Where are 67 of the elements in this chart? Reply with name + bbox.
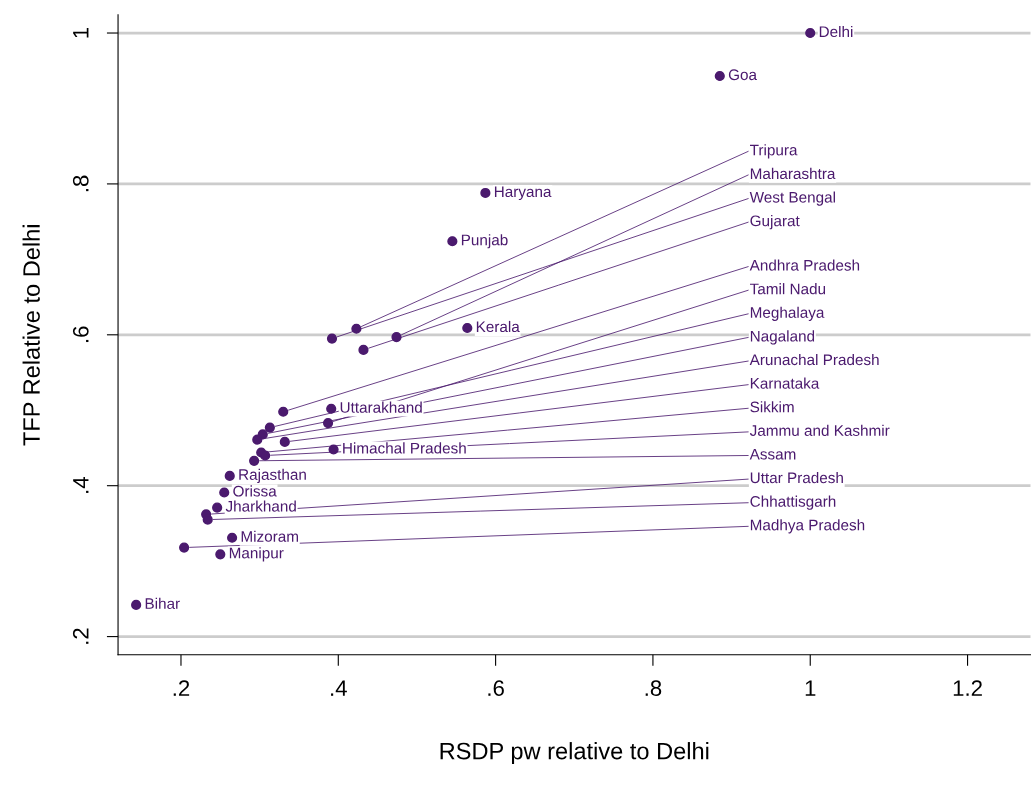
point bbox=[215, 549, 226, 560]
annotation: Orissa bbox=[233, 485, 277, 497]
y-tick-label: .2 bbox=[72, 628, 89, 644]
point bbox=[714, 70, 725, 82]
annotation: Himachal Pradesh bbox=[343, 442, 466, 454]
x-tick-label: .2 bbox=[173, 680, 190, 696]
annotation: Arunachal Pradesh bbox=[749, 353, 879, 366]
point bbox=[212, 502, 223, 513]
annotation: Manipur bbox=[229, 547, 284, 562]
x-axis-title: RSDP pw relative to Delhi bbox=[440, 742, 709, 765]
point bbox=[260, 450, 271, 461]
point bbox=[326, 333, 338, 344]
y-axis-title: TFP Relative to Delhi bbox=[22, 225, 40, 446]
annotation: Rajasthan bbox=[239, 468, 306, 484]
annotation: Assam bbox=[749, 448, 796, 460]
x-tick-label: 1.2 bbox=[953, 680, 982, 696]
point bbox=[326, 403, 337, 414]
annotation: Haryana bbox=[494, 186, 552, 201]
point bbox=[462, 322, 473, 334]
x-tick-label: .4 bbox=[331, 680, 347, 696]
point bbox=[480, 187, 491, 199]
point bbox=[805, 27, 816, 39]
point bbox=[252, 434, 263, 445]
point bbox=[279, 436, 290, 448]
annotation: Andhra Pradesh bbox=[749, 259, 860, 271]
point bbox=[219, 487, 230, 498]
annotation: Madhya Pradesh bbox=[750, 519, 865, 534]
annotation: Mizoram bbox=[241, 530, 298, 542]
annotation: Gujarat bbox=[750, 215, 800, 230]
annotation: Uttarakhand bbox=[340, 401, 422, 413]
annotation: Punjab bbox=[461, 234, 508, 249]
point bbox=[249, 455, 260, 466]
annotation: Goa bbox=[728, 69, 757, 81]
annotation: Tripura bbox=[750, 144, 798, 159]
x-tick-label: .6 bbox=[488, 680, 504, 697]
annotation: Karnataka bbox=[750, 377, 820, 389]
x-tick-label: 1 bbox=[805, 680, 816, 696]
annotation: Chhattisgarh bbox=[750, 495, 836, 510]
annotation: Bihar bbox=[145, 597, 180, 609]
point bbox=[224, 470, 235, 481]
annotation: Tamil Nadu bbox=[750, 283, 826, 295]
y-tick-label: .8 bbox=[72, 175, 89, 192]
point bbox=[179, 542, 190, 553]
point bbox=[131, 599, 142, 610]
x-tick-label: .8 bbox=[645, 680, 662, 697]
annotation: Nagaland bbox=[750, 330, 815, 345]
point bbox=[358, 344, 369, 355]
point bbox=[322, 417, 334, 429]
y-tick-label: .6 bbox=[72, 326, 89, 343]
point bbox=[264, 422, 275, 433]
annotation: West Bengal bbox=[749, 191, 835, 206]
point bbox=[227, 532, 238, 543]
annotation: Jammu and Kashmir bbox=[749, 424, 890, 436]
point bbox=[351, 323, 362, 334]
y-tick-label: .4 bbox=[73, 477, 89, 493]
point bbox=[447, 236, 458, 247]
annotation: Meghalaya bbox=[750, 306, 825, 321]
point bbox=[391, 331, 402, 343]
annotation: Maharashtra bbox=[750, 167, 836, 180]
annotation: Sikkim bbox=[750, 401, 794, 413]
annotation: Jharkhand bbox=[225, 500, 296, 512]
point bbox=[278, 406, 289, 417]
y-tick-label: 1 bbox=[73, 27, 89, 38]
annotation: Delhi bbox=[819, 25, 853, 38]
point bbox=[328, 444, 339, 455]
annotation: Uttar Pradesh bbox=[750, 471, 843, 484]
annotation: Kerala bbox=[476, 320, 520, 333]
